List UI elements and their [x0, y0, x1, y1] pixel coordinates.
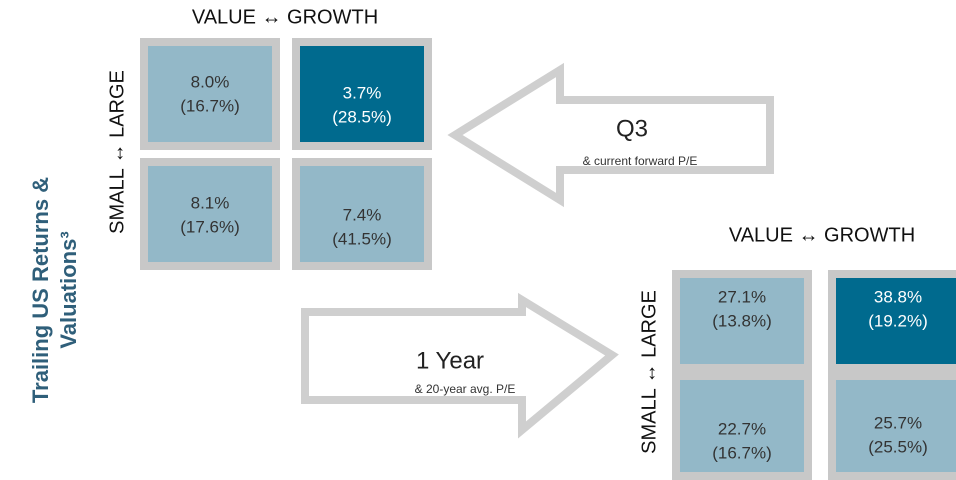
- cell-value: 25.7%: [874, 413, 922, 432]
- cell-value: 27.1%: [718, 287, 766, 306]
- grid-header: VALUE ↔ GROWTH: [729, 224, 915, 246]
- cell: [292, 158, 432, 270]
- cell: [292, 38, 432, 150]
- cell-value: 38.8%: [874, 287, 922, 306]
- cell-value: 22.7%: [718, 419, 766, 438]
- grid-side-label: SMALL ↔ LARGE: [638, 290, 660, 454]
- cell-value: 3.7%: [343, 83, 382, 102]
- cell: [672, 372, 812, 480]
- cell: [828, 270, 956, 372]
- grid-side-label: SMALL ↔ LARGE: [106, 70, 128, 234]
- cell-pe: (19.2%): [868, 311, 928, 330]
- cell-value: 8.0%: [191, 72, 230, 91]
- cell: [672, 270, 812, 372]
- grid-header: VALUE ↔ GROWTH: [192, 6, 378, 28]
- cell-value: 8.1%: [191, 193, 230, 212]
- title-line: Valuations³: [56, 231, 81, 348]
- title-group: Trailing US Returns & Valuations³: [28, 177, 81, 403]
- cell-value: 7.4%: [343, 205, 382, 224]
- arrow-left: [447, 62, 774, 208]
- cell-pe: (16.7%): [712, 443, 772, 462]
- cell: [140, 38, 280, 150]
- arrow-label: 1 Year: [416, 347, 484, 374]
- cell-pe: (17.6%): [180, 217, 240, 236]
- cell-pe: (13.8%): [712, 311, 772, 330]
- cell-pe: (28.5%): [332, 107, 392, 126]
- cell-pe: (16.7%): [180, 96, 240, 115]
- arrow-sublabel: & current forward P/E: [583, 154, 698, 168]
- cell-pe: (41.5%): [332, 229, 392, 248]
- cell: [828, 372, 956, 480]
- cell: [140, 158, 280, 270]
- arrow-sublabel: & 20-year avg. P/E: [415, 382, 516, 396]
- arrow-label: Q3: [616, 115, 648, 142]
- cell-pe: (25.5%): [868, 437, 928, 456]
- title-line: Trailing US Returns &: [28, 177, 53, 403]
- arrow-right: [301, 292, 619, 439]
